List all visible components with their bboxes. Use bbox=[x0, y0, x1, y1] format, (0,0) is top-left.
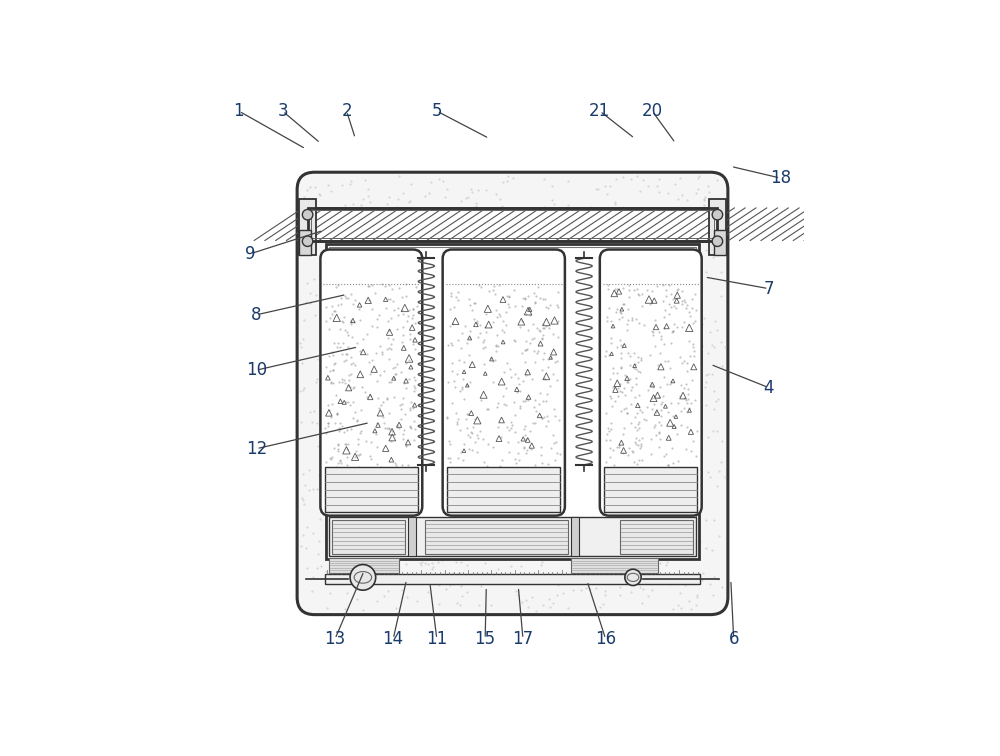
Bar bbox=[571, 558, 658, 573]
Text: 8: 8 bbox=[251, 306, 262, 324]
Bar bbox=[325, 574, 700, 584]
Text: 7: 7 bbox=[763, 280, 774, 298]
Bar bbox=[325, 467, 418, 512]
Text: 21: 21 bbox=[589, 102, 610, 120]
Text: 17: 17 bbox=[512, 630, 534, 648]
Bar bbox=[311, 210, 714, 238]
Text: 12: 12 bbox=[246, 440, 267, 457]
Bar bbox=[425, 519, 568, 553]
Text: 11: 11 bbox=[426, 630, 447, 648]
Circle shape bbox=[625, 569, 641, 585]
Bar bbox=[620, 519, 693, 553]
Text: 9: 9 bbox=[245, 245, 256, 263]
Text: 20: 20 bbox=[642, 102, 663, 120]
Text: 4: 4 bbox=[763, 379, 774, 397]
Bar bbox=[447, 467, 560, 512]
Circle shape bbox=[712, 236, 723, 246]
Circle shape bbox=[712, 209, 723, 220]
FancyBboxPatch shape bbox=[600, 249, 702, 516]
Bar bbox=[332, 519, 405, 553]
Bar bbox=[604, 467, 697, 512]
Bar bbox=[308, 208, 717, 241]
Circle shape bbox=[350, 565, 376, 590]
Text: 6: 6 bbox=[728, 630, 739, 648]
Text: 13: 13 bbox=[324, 630, 346, 648]
Bar bbox=[308, 208, 717, 241]
Bar bbox=[571, 517, 579, 556]
Bar bbox=[326, 243, 699, 559]
Text: 10: 10 bbox=[246, 361, 267, 380]
Circle shape bbox=[302, 236, 313, 246]
Text: 18: 18 bbox=[770, 169, 791, 187]
Text: 14: 14 bbox=[383, 630, 404, 648]
FancyBboxPatch shape bbox=[297, 172, 728, 615]
Text: 5: 5 bbox=[432, 102, 442, 120]
Bar bbox=[329, 517, 696, 556]
Bar bbox=[299, 199, 316, 256]
Bar bbox=[408, 517, 416, 556]
Text: 15: 15 bbox=[475, 630, 496, 648]
FancyBboxPatch shape bbox=[320, 249, 422, 516]
Bar bbox=[714, 230, 726, 256]
Circle shape bbox=[302, 209, 313, 220]
Bar bbox=[311, 210, 714, 238]
Bar bbox=[329, 558, 399, 573]
Bar bbox=[299, 230, 311, 256]
FancyBboxPatch shape bbox=[443, 249, 565, 516]
Text: 16: 16 bbox=[595, 630, 616, 648]
Text: 2: 2 bbox=[341, 102, 352, 120]
Bar bbox=[709, 199, 726, 256]
Bar bbox=[329, 246, 696, 556]
Text: 3: 3 bbox=[277, 102, 288, 120]
Text: 1: 1 bbox=[234, 102, 244, 120]
